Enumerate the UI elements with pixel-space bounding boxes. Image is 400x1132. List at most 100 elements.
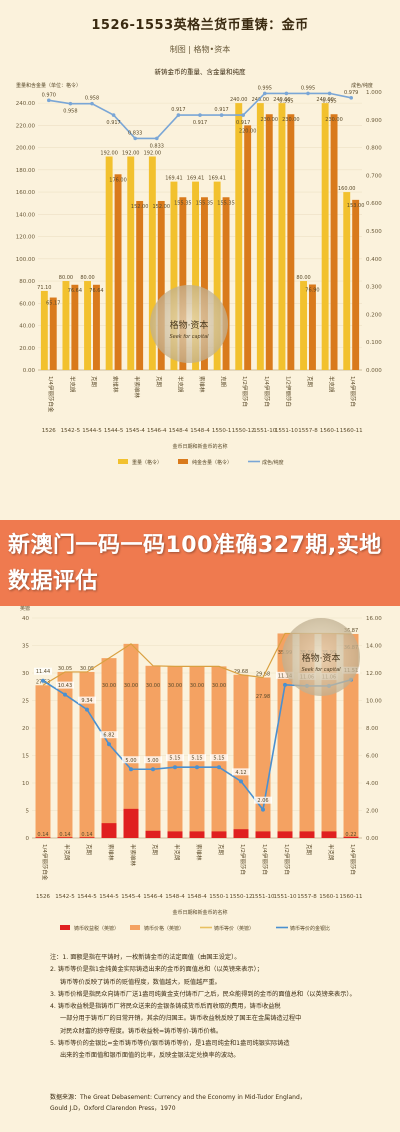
chart1-fineness-label: 0.833 (128, 130, 142, 136)
watermark-seal-1 (150, 285, 228, 363)
chart2-category-label: 1/4伊丽莎白 (349, 844, 357, 875)
chart1-year-label: 1542-5 (61, 428, 81, 434)
overlay-banner (0, 520, 400, 606)
watermark-name-2: 格物·资本 (301, 654, 341, 664)
chart2-bar-tax (321, 831, 337, 838)
chart1-fineness-label: 0.958 (63, 109, 77, 115)
chart2-y-tick: 0 (26, 836, 30, 842)
chart2-bar-price (211, 666, 227, 838)
chart1-bar-gold (201, 197, 208, 370)
chart2-category-label: 克朗 (217, 844, 225, 856)
chart1-fineness-label: 0.995 (258, 85, 272, 91)
chart1-bar-weight-label: 240.00 (230, 97, 248, 103)
chart2-y2-tick: 12.00 (366, 671, 382, 677)
chart2-y2-tick: 0.00 (366, 836, 379, 842)
chart1-fineness-label: 0.995 (301, 85, 315, 91)
chart2-year-label: 1551-10 (252, 894, 275, 900)
chart1-fineness-label: 0.970 (42, 92, 56, 98)
chart2-bar-tax (145, 830, 161, 838)
overlay-banner-text: 新澳门一码一码100准确327期,实地数据评估 (8, 533, 382, 594)
reference-line: 数据来源：The Great Debasement: Currency and … (50, 1094, 306, 1101)
chart2-year-label: 1560-11 (340, 894, 363, 900)
chart2-bar-inner-label: 27.98 (256, 694, 270, 700)
chart2-year-label: 1544-5 (77, 894, 97, 900)
chart2-year-label: 1548-4 (165, 894, 185, 900)
chart2-tax-label: 0.22 (345, 832, 356, 838)
chart2-x-axis-label: 金币日期和新金币的名称 (172, 909, 227, 916)
chart1-fineness-point (155, 136, 159, 141)
chart1-legend-label: 重量（格令） (132, 459, 162, 466)
chart1-y2-tick: 0.700 (366, 173, 382, 179)
chart1-fineness-label: 0.979 (344, 90, 358, 96)
chart1-y-tick: 80.00 (19, 279, 35, 285)
chart1-bar-gold-label: 176.00 (109, 177, 127, 183)
chart1-title: 新铸金币的重量、含金量和纯度 (155, 67, 247, 76)
chart2-bar-price (35, 685, 51, 838)
chart1-y2-tick: 0.000 (366, 368, 382, 374)
chart1-fineness-point (198, 113, 202, 117)
chart2-bar-tax (57, 837, 73, 838)
chart1-bar-weight-label: 240.00 (252, 97, 270, 103)
chart1-y-tick: 100.00 (16, 257, 36, 263)
chart1-bar-weight-label: 192.00 (122, 150, 140, 156)
chart2-y-tick: 35 (22, 644, 29, 650)
chart1-bar-weight (192, 181, 199, 370)
chart2-y2-tick: 14.00 (366, 644, 382, 650)
watermark-sub-2: Seek for capital (301, 667, 341, 673)
chart1-bar-gold-label: 220.00 (239, 128, 257, 134)
chart1-fineness-point (111, 113, 116, 117)
chart2-ratio-label: 2.06 (257, 798, 268, 804)
chart2-bar-price (189, 666, 205, 838)
chart1-y2-tick: 0.500 (366, 229, 382, 235)
chart2-ratio-point (151, 767, 155, 772)
reference-block: 数据来源：The Great Debasement: Currency and … (50, 1092, 390, 1114)
chart2-bar-price (233, 674, 249, 838)
chart1-legend-label: 纯金含量（格令） (192, 459, 232, 466)
chart1-bar-weight (343, 192, 351, 370)
chart1-fineness-point (327, 91, 332, 96)
page-title: 1526-1553英格兰货币重铸：金币 (91, 18, 309, 33)
chart2-bar-tax (343, 836, 359, 838)
chart2-ratio-point (41, 678, 45, 683)
chart1-bar-gold-label: 76.64 (89, 288, 103, 294)
chart2-ratio-point (261, 807, 265, 812)
chart2-y-tick: 25 (22, 699, 29, 705)
chart1-fineness-label: 0.917 (236, 120, 250, 126)
chart2-bar-price (167, 666, 183, 838)
chart2-bar-price (255, 677, 271, 838)
chart1-year-label: 1544-5 (104, 428, 124, 434)
chart2-ratio-label-bg (78, 696, 96, 704)
chart1-y-tick: 20.00 (19, 346, 35, 352)
note-line: 4. 铸币收益税是指铸币厂将民众送来的金银条铸成货币后而收取的费用，铸币收益税 (50, 1003, 281, 1011)
chart1-category-label: 1/4伊丽莎白金 (47, 376, 55, 413)
chart1-bar-gold-label: 230.00 (261, 117, 279, 123)
chart1-bar-gold (287, 114, 295, 370)
chart1-y-tick: 160.00 (16, 190, 36, 196)
chart1-y2-tick: 0.200 (366, 312, 382, 318)
chart2-bar-tax (189, 831, 205, 838)
chart2-category-label: 1/4伊丽莎白金 (41, 844, 49, 881)
chart2-ratio-point (217, 765, 221, 770)
chart2-category-label: 克朗 (151, 844, 159, 856)
chart1-legend-label: 成色/纯度 (262, 459, 284, 466)
chart2-legend-label: 铸币等价的金银比 (290, 925, 330, 932)
chart1-bar-weight (300, 281, 307, 370)
chart2-bar-inner-label: 30.00 (146, 683, 160, 689)
watermark-seal-2 (282, 618, 360, 696)
chart1-y-tick: 180.00 (16, 168, 36, 174)
chart2-legend-label: 铸币等价（英镑） (214, 925, 254, 932)
chart1-bar-weight-label: 160.00 (338, 186, 356, 192)
chart1-bar-weight-label: 80.00 (80, 275, 94, 281)
chart2-year-label: 1542-5 (55, 894, 75, 900)
chart2-ratio-label: 5.00 (125, 758, 136, 764)
chart1-year-label: 1548-4 (190, 428, 210, 434)
note-line: 一部分用于铸币厂的日常开销，其余的归国王。铸币收益税反映了国王在金属铸造过程中 (60, 1015, 302, 1023)
chart2-year-label: 1546-4 (143, 894, 163, 900)
chart1-bar-weight (148, 156, 156, 370)
chart2-bar-top-label: 36.87 (344, 628, 358, 634)
chart2-ratio-label-bg (210, 754, 228, 762)
chart1-bar-gold-label: 155.35 (174, 200, 192, 206)
note-line: 铸币等价反映了铸币的贬值程度，数值越大，贬值越严重。 (60, 978, 221, 986)
chart1-y-tick: 220.00 (16, 123, 36, 129)
chart2-bar-top-label: 30.05 (80, 666, 94, 672)
